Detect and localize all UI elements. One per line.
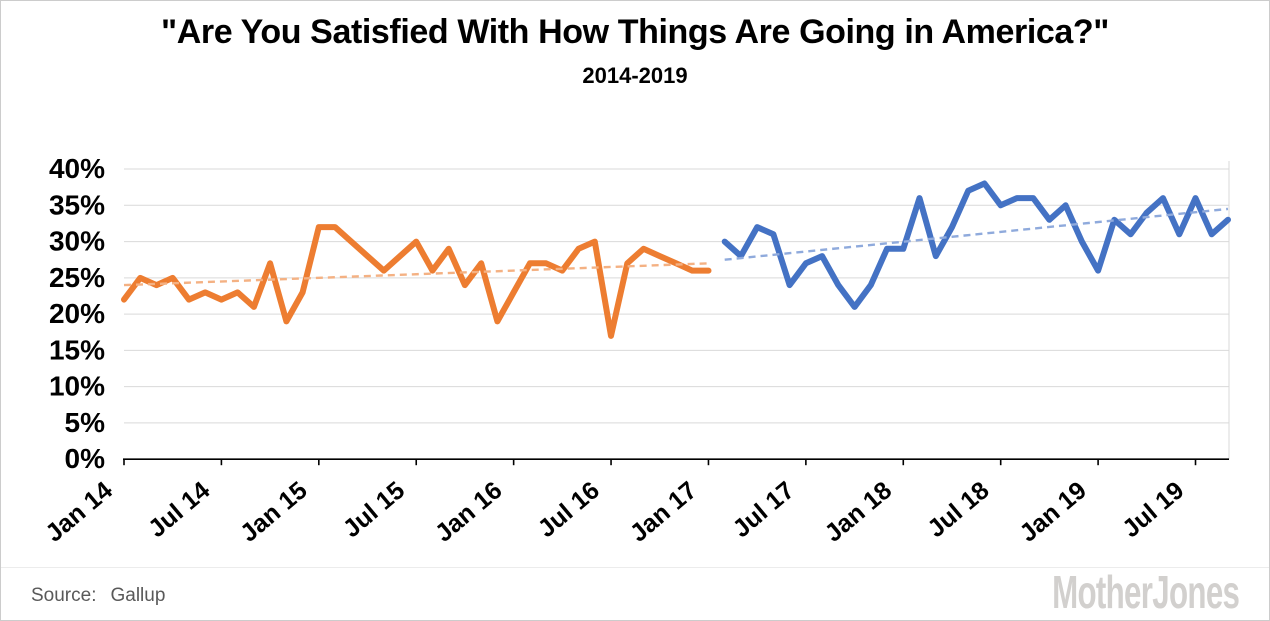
x-axis-label-Jan-14: Jan 14 bbox=[40, 476, 118, 548]
source-label: Source: bbox=[31, 585, 97, 606]
y-axis-label-15: 15% bbox=[49, 334, 105, 365]
x-axis-label-Jan-17: Jan 17 bbox=[625, 476, 703, 547]
footer-divider bbox=[1, 567, 1269, 568]
satisfied-orange-2014-jan2017-line bbox=[121, 224, 712, 339]
source-note: Source: Gallup bbox=[31, 585, 165, 607]
satisfied-orange-2014-jan2017-trendline bbox=[123, 262, 709, 287]
y-axis-label-25: 25% bbox=[49, 262, 105, 293]
y-axis-label-5: 5% bbox=[65, 407, 106, 438]
chart-subtitle: 2014-2019 bbox=[582, 63, 688, 88]
y-axis-label-0: 0% bbox=[65, 443, 106, 474]
satisfied-blue-feb2017-2019-trendline bbox=[724, 207, 1229, 261]
x-axis-label-Jan-19: Jan 19 bbox=[1014, 476, 1092, 547]
y-axis-label-35: 35% bbox=[49, 189, 105, 220]
chart-title: "Are You Satisfied With How Things Are G… bbox=[160, 13, 1109, 51]
motherjones-logo: MotherJones bbox=[1051, 566, 1240, 618]
y-axis-label-10: 10% bbox=[49, 371, 105, 402]
x-axis-label-Jul-15: Jul 15 bbox=[338, 476, 410, 543]
y-axis-label-30: 30% bbox=[49, 226, 105, 257]
satisfied-blue-feb2017-2019-line bbox=[721, 180, 1231, 310]
x-axis-label-Jan-18: Jan 18 bbox=[820, 476, 898, 548]
x-axis-label-Jan-15: Jan 15 bbox=[235, 476, 313, 548]
x-axis-label-Jul-19: Jul 19 bbox=[1117, 476, 1189, 543]
y-axis-label-20: 20% bbox=[49, 298, 105, 329]
x-axis-label-Jan-16: Jan 16 bbox=[430, 476, 508, 547]
source-value: Gallup bbox=[110, 585, 166, 606]
x-axis-label-Jul-17: Jul 17 bbox=[727, 476, 799, 543]
x-axis-label-Jul-14: Jul 14 bbox=[143, 476, 215, 543]
x-axis-label-Jul-18: Jul 18 bbox=[922, 476, 994, 543]
y-axis-label-40: 40% bbox=[49, 153, 105, 184]
x-axis-label-Jul-16: Jul 16 bbox=[533, 476, 605, 543]
